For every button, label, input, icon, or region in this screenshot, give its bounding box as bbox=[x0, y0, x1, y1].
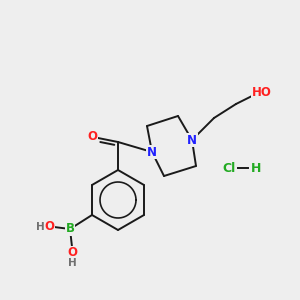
Text: N: N bbox=[187, 134, 197, 146]
Text: Cl: Cl bbox=[222, 161, 235, 175]
Text: H: H bbox=[251, 161, 261, 175]
Text: B: B bbox=[65, 223, 74, 236]
Text: N: N bbox=[147, 146, 157, 158]
Text: H: H bbox=[68, 258, 76, 268]
Text: O: O bbox=[44, 220, 54, 233]
Text: H: H bbox=[36, 222, 44, 232]
Text: O: O bbox=[67, 247, 77, 260]
Text: HO: HO bbox=[252, 86, 272, 100]
Text: O: O bbox=[87, 130, 97, 143]
